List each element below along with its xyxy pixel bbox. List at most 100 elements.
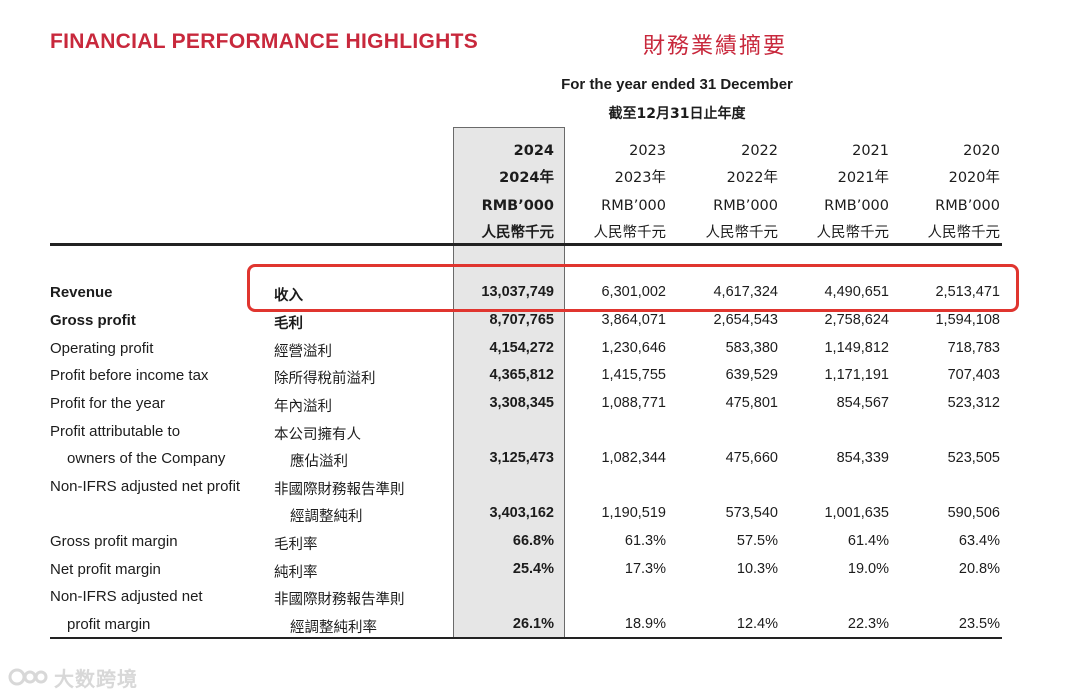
value-2024: 3,308,345 — [489, 395, 554, 411]
row-label-en: Profit before income tax — [50, 367, 209, 384]
value-2020: 63.4% — [958, 533, 1000, 549]
row-label-zh: 非國際財務報告準則 — [274, 482, 405, 498]
column-unit: RMB’000 — [601, 197, 666, 214]
row-label-zh: 除所得稅前溢利 — [274, 371, 376, 387]
value-2023: 1,230,646 — [601, 340, 666, 356]
column-year: 2021 — [852, 143, 889, 159]
watermark: 大数跨境 — [8, 664, 138, 691]
row-label-en: Gross profit — [50, 312, 136, 329]
period-chinese: 截至12月31日止年度 — [608, 106, 746, 122]
column-year-zh: 2020年 — [948, 170, 1000, 187]
column-year: 2024 — [513, 143, 554, 159]
column-unit: RMB’000 — [824, 197, 889, 214]
value-2023: 61.3% — [624, 533, 666, 549]
value-2023: 17.3% — [624, 561, 666, 577]
table-row-gross-profit: Gross profit 毛利 8,707,765 3,864,071 2,65… — [0, 309, 1080, 336]
value-2023: 18.9% — [624, 616, 666, 632]
column-unit: RMB’000 — [713, 197, 778, 214]
row-label-en-cont: owners of the Company — [67, 450, 226, 467]
value-2020: 718,783 — [947, 340, 1000, 356]
value-2020: 590,506 — [947, 505, 1000, 521]
value-2021: 854,567 — [836, 395, 889, 411]
value-2024: 8,707,765 — [489, 312, 554, 328]
column-year-zh: 2021年 — [837, 170, 889, 187]
value-2023: 6,301,002 — [601, 284, 666, 300]
value-2022: 573,540 — [725, 505, 778, 521]
column-unit: RMB’000 — [935, 197, 1000, 214]
row-label-en: Profit attributable to — [50, 423, 181, 440]
column-header-2020: 2020 2020年 RMB’000 人民幣千元 — [890, 138, 1001, 247]
column-header-2024: 2024 2024年 RMB’000 人民幣千元 — [444, 138, 555, 247]
value-2023: 1,088,771 — [601, 395, 666, 411]
row-label-zh: 收入 — [274, 288, 303, 304]
row-label-en-cont: profit margin — [67, 616, 151, 633]
column-year-zh: 2024年 — [499, 170, 554, 187]
column-year: 2020 — [963, 143, 1000, 159]
value-2022: 475,660 — [725, 450, 778, 466]
value-2024: 13,037,749 — [481, 284, 554, 300]
column-unit-zh: 人民幣千元 — [481, 224, 555, 241]
row-label-en: Non-IFRS adjusted net profit — [50, 478, 241, 495]
value-2024: 26.1% — [512, 616, 554, 632]
value-2022: 10.3% — [736, 561, 778, 577]
value-2021: 4,490,651 — [824, 284, 889, 300]
table-row-gross-profit-margin: Gross profit margin 毛利率 66.8% 61.3% 57.5… — [0, 530, 1080, 557]
watermark-logo-icon — [8, 668, 48, 686]
revenue-highlight-box — [247, 264, 1019, 312]
row-label-zh: 非國際財務報告準則 — [274, 592, 405, 608]
value-2020: 20.8% — [958, 561, 1000, 577]
column-year: 2023 — [629, 143, 666, 159]
table-row-non-ifrs-margin: profit margin 經調整純利率 26.1% 18.9% 12.4% 2… — [0, 613, 1080, 640]
value-2024: 4,365,812 — [489, 367, 554, 383]
value-2022: 2,654,543 — [713, 312, 778, 328]
column-header-2023: 2023 2023年 RMB’000 人民幣千元 — [556, 138, 667, 247]
table-row-operating-profit: Operating profit 經營溢利 4,154,272 1,230,64… — [0, 337, 1080, 364]
value-2023: 1,190,519 — [601, 505, 666, 521]
value-2022: 12.4% — [736, 616, 778, 632]
column-unit-zh: 人民幣千元 — [593, 224, 667, 241]
header-divider — [50, 243, 1002, 246]
value-2023: 1,082,344 — [601, 450, 666, 466]
value-2023: 1,415,755 — [601, 367, 666, 383]
title-english: FINANCIAL PERFORMANCE HIGHLIGHTS — [50, 30, 479, 53]
period-english: For the year ended 31 December — [561, 76, 793, 93]
row-label-en: Operating profit — [50, 340, 154, 357]
value-2020: 523,312 — [947, 395, 1000, 411]
column-header-2021: 2021 2021年 RMB’000 人民幣千元 — [779, 138, 890, 247]
column-header-2022: 2022 2022年 RMB’000 人民幣千元 — [668, 138, 779, 247]
value-2020: 2,513,471 — [935, 284, 1000, 300]
watermark-text: 大数跨境 — [54, 666, 138, 691]
value-2023: 3,864,071 — [601, 312, 666, 328]
value-2022: 475,801 — [725, 395, 778, 411]
column-unit-zh: 人民幣千元 — [927, 224, 1001, 241]
row-label-zh: 毛利率 — [274, 537, 318, 553]
value-2024: 3,125,473 — [489, 450, 554, 466]
row-label-en: Revenue — [50, 284, 113, 301]
row-label-zh-cont: 經調整純利率 — [290, 620, 377, 636]
value-2021: 1,001,635 — [824, 505, 889, 521]
value-2021: 2,758,624 — [824, 312, 889, 328]
value-2020: 523,505 — [947, 450, 1000, 466]
value-2021: 61.4% — [847, 533, 889, 549]
table-row-profit-attributable: owners of the Company 應佔溢利 3,125,473 1,0… — [0, 447, 1080, 474]
table-row-profit-attributable-line1: Profit attributable to 本公司擁有人 — [0, 420, 1080, 447]
value-2021: 19.0% — [847, 561, 889, 577]
row-label-zh: 經營溢利 — [274, 344, 332, 360]
column-year-zh: 2022年 — [726, 170, 778, 187]
row-label-zh: 本公司擁有人 — [274, 427, 361, 443]
row-label-zh: 純利率 — [274, 565, 318, 581]
table-row-net-profit-margin: Net profit margin 純利率 25.4% 17.3% 10.3% … — [0, 558, 1080, 585]
table-row-non-ifrs-margin-line1: Non-IFRS adjusted net 非國際財務報告準則 — [0, 585, 1080, 612]
row-label-zh-cont: 經調整純利 — [290, 509, 363, 525]
value-2020: 1,594,108 — [935, 312, 1000, 328]
table-row-revenue: Revenue 收入 13,037,749 6,301,002 4,617,32… — [0, 281, 1080, 308]
value-2022: 4,617,324 — [713, 284, 778, 300]
row-label-en: Gross profit margin — [50, 533, 178, 550]
column-year-zh: 2023年 — [614, 170, 666, 187]
column-unit: RMB’000 — [481, 197, 554, 214]
value-2020: 707,403 — [947, 367, 1000, 383]
value-2024: 66.8% — [512, 533, 554, 549]
value-2022: 583,380 — [725, 340, 778, 356]
row-label-zh: 毛利 — [274, 316, 303, 332]
column-unit-zh: 人民幣千元 — [705, 224, 779, 241]
